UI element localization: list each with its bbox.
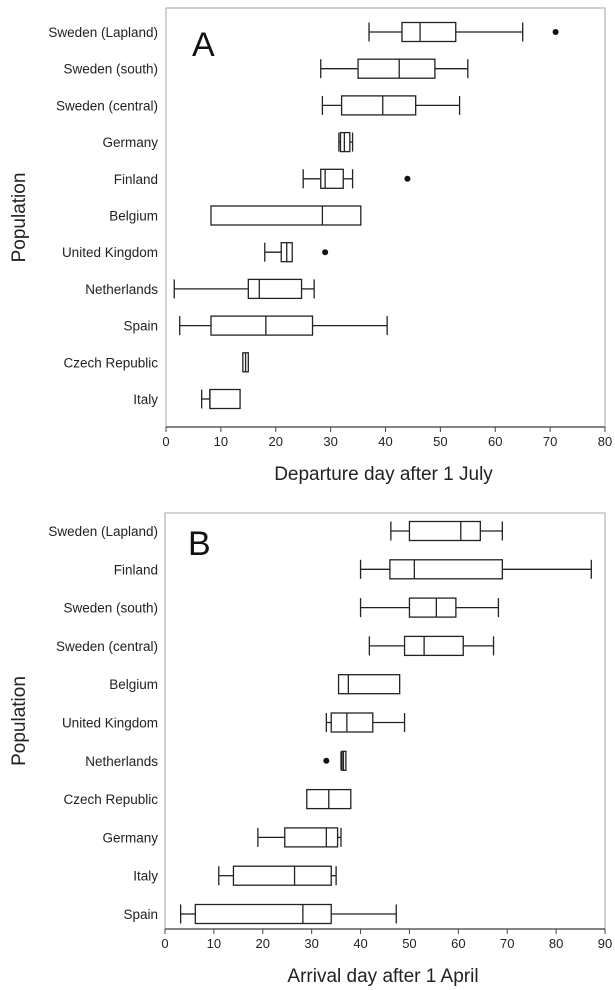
panel-b-x-tick-label: 10 xyxy=(207,936,221,951)
panel-b-x-tick-label: 60 xyxy=(451,936,465,951)
iqr-box xyxy=(247,278,303,300)
panel-a: A 0 10 20 30 40 50 60 70 80 Departure day after 1 … xyxy=(9,7,612,485)
iqr-box xyxy=(284,827,339,848)
iqr-box xyxy=(337,674,401,695)
panel-a-category-label: United Kingdom xyxy=(62,245,158,260)
panel-a-box-9 xyxy=(242,352,249,373)
panel-b-x-tick-label: 40 xyxy=(353,936,367,951)
panel-a-y-axis-label: Population xyxy=(9,173,30,263)
panel-a-category-label: Germany xyxy=(102,135,158,150)
panel-b-box-0 xyxy=(390,520,503,542)
panel-b-x-axis-label: Arrival day after 1 April xyxy=(287,966,478,987)
panel-b-x-tick-label: 50 xyxy=(402,936,416,951)
panel-a-box-7 xyxy=(173,278,315,300)
iqr-box xyxy=(194,903,332,925)
iqr-box xyxy=(339,131,351,153)
panel-b-category-label: Czech Republic xyxy=(63,792,158,807)
panel-b-letter: B xyxy=(188,525,211,563)
iqr-box xyxy=(403,635,464,657)
panel-a-box-5 xyxy=(210,205,362,226)
panel-b-box-6 xyxy=(323,750,347,771)
panel-a-category-label: Netherlands xyxy=(85,282,158,297)
panel-a-x-tick-label: 70 xyxy=(543,434,557,449)
panel-b-x-tick-label: 80 xyxy=(549,936,563,951)
panel-b-x-tick-label: 70 xyxy=(500,936,514,951)
panel-b-category-label: Germany xyxy=(102,830,158,845)
iqr-box xyxy=(389,559,503,580)
iqr-box xyxy=(210,315,314,336)
panel-a-box-3 xyxy=(338,131,354,153)
iqr-box xyxy=(320,168,344,189)
panel-a-category-label: Finland xyxy=(114,172,158,187)
panel-b-category-label: Sweden (south) xyxy=(63,601,158,616)
panel-b-category-label: Spain xyxy=(123,907,158,922)
panel-a-x-tick-label: 80 xyxy=(598,434,612,449)
panel-b-box-2 xyxy=(359,597,500,618)
panel-a-box-1 xyxy=(320,58,469,79)
panel-a-category-label: Sweden (central) xyxy=(56,98,158,113)
panel-a-x-tick-label: 10 xyxy=(214,434,228,449)
panel-b-box-8 xyxy=(257,827,342,848)
panel-b-box-3 xyxy=(368,635,495,657)
panel-b-x-tick-label: 0 xyxy=(161,936,168,951)
panel-a-category-label: Belgium xyxy=(109,209,158,224)
panel-b-category-label: Italy xyxy=(133,869,158,884)
panel-a-category-label: Italy xyxy=(133,392,158,407)
iqr-box xyxy=(408,597,457,618)
outlier-point xyxy=(404,175,411,182)
panel-b-x-tick-label: 90 xyxy=(598,936,612,951)
panel-b: B 0 10 20 30 40 50 60 70 80 90 Arrival day after 1 … xyxy=(9,512,612,987)
iqr-box xyxy=(357,58,436,79)
panel-b-category-label: Sweden (central) xyxy=(56,639,158,654)
panel-b-category-label: Sweden (Lapland) xyxy=(48,524,158,539)
panel-a-x-tick-label: 60 xyxy=(488,434,502,449)
panel-a-x-tick-label: 20 xyxy=(269,434,283,449)
panel-b-y-axis-label: Population xyxy=(9,676,30,766)
panel-a-category-label: Czech Republic xyxy=(63,355,158,370)
panel-b-category-label: Belgium xyxy=(109,677,158,692)
panel-b-category-label: Netherlands xyxy=(85,754,158,769)
panel-a-category-label: Sweden (Lapland) xyxy=(48,25,158,40)
panel-a-x-tick-label: 0 xyxy=(162,434,169,449)
panel-a-letter: A xyxy=(192,26,215,64)
panel-a-x-tick-label: 40 xyxy=(378,434,392,449)
iqr-box xyxy=(340,95,417,116)
panel-a-box-10 xyxy=(201,388,241,410)
panel-b-plot-frame xyxy=(164,512,606,930)
panel-b-category-label: Finland xyxy=(114,562,158,577)
panel-a-box-4 xyxy=(302,168,411,189)
panel-a-box-0 xyxy=(368,21,559,43)
iqr-box xyxy=(330,712,374,733)
panel-b-box-7 xyxy=(306,788,352,810)
iqr-box xyxy=(408,520,481,542)
panel-a-box-8 xyxy=(179,315,388,336)
panel-a-box-2 xyxy=(321,95,461,116)
panel-b-category-label: United Kingdom xyxy=(62,716,158,731)
panel-b-x-tick-label: 20 xyxy=(256,936,270,951)
panel-a-x-axis-label: Departure day after 1 July xyxy=(274,464,493,485)
outlier-point xyxy=(552,29,559,35)
outlier-point xyxy=(322,249,329,256)
iqr-box xyxy=(401,21,457,43)
panel-b-box-1 xyxy=(359,559,592,580)
panel-b-box-9 xyxy=(218,865,337,886)
panel-b-box-5 xyxy=(325,712,406,733)
outlier-point xyxy=(323,757,330,764)
panel-a-category-label: Spain xyxy=(123,319,158,334)
panel-a-x-tick-label: 50 xyxy=(433,434,447,449)
panel-a-x-tick-label: 30 xyxy=(323,434,337,449)
panel-a-box-6 xyxy=(264,242,329,263)
panel-a-category-label: Sweden (south) xyxy=(63,62,158,77)
iqr-box xyxy=(210,205,362,226)
panel-b-box-4 xyxy=(337,674,401,695)
panel-b-box-10 xyxy=(179,903,397,925)
iqr-box xyxy=(232,865,332,886)
iqr-box xyxy=(209,388,241,410)
panel-b-x-tick-label: 30 xyxy=(304,936,318,951)
